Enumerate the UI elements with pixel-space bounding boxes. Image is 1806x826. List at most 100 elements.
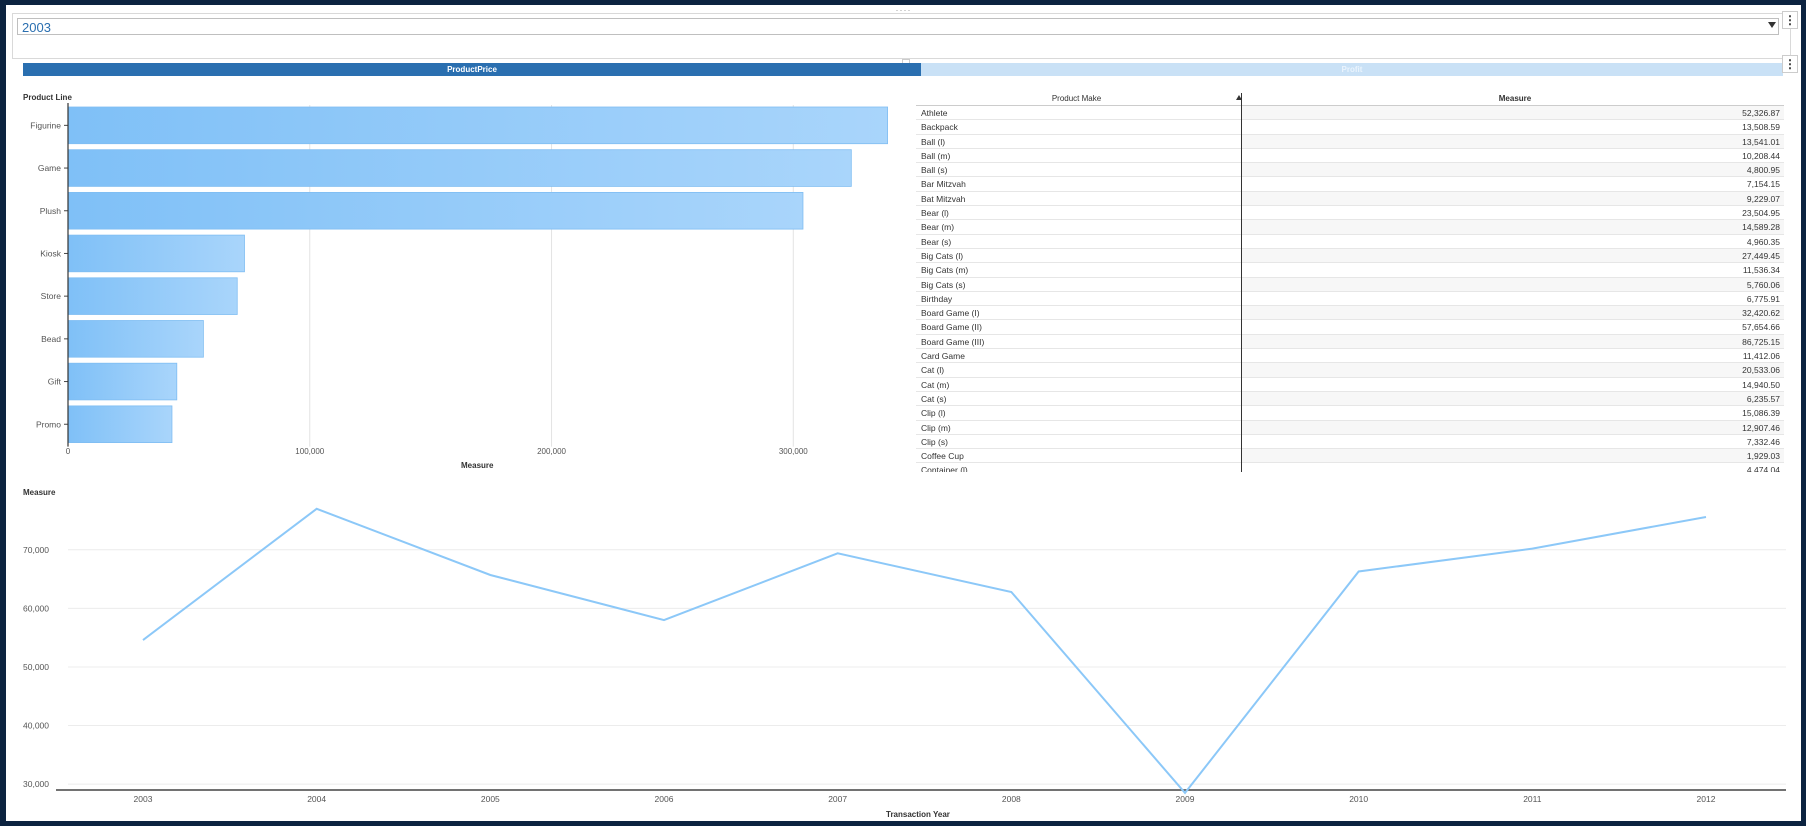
table-row[interactable]: Clip (m) 12,907.46 <box>916 420 1784 435</box>
table-row[interactable]: Big Cats (m) 11,536.34 <box>916 263 1784 278</box>
bar-bead[interactable] <box>67 320 204 358</box>
cell-product-make: Container (l) <box>921 465 968 472</box>
drag-grip-icon[interactable]: ···· <box>895 5 912 15</box>
column-header-measure[interactable]: Measure <box>1498 94 1532 103</box>
line-chart-ylabel: Measure <box>23 488 56 497</box>
sort-ascending-icon[interactable] <box>1236 95 1242 100</box>
cell-product-make: Board Game (III) <box>921 336 985 347</box>
filter-menu-icon[interactable]: ⋮ <box>1782 11 1798 29</box>
cell-measure: 4,800.95 <box>1746 165 1780 176</box>
line-point-2011[interactable] <box>1529 546 1535 552</box>
line-point-2006[interactable] <box>661 617 667 623</box>
line-point-2008[interactable] <box>1008 589 1014 595</box>
bar-plush[interactable] <box>67 191 804 230</box>
line-point-2007[interactable] <box>835 550 841 556</box>
cell-measure: 13,508.59 <box>1742 122 1780 133</box>
row-stripe <box>1242 220 1784 234</box>
cell-measure: 11,536.34 <box>1742 265 1780 276</box>
line-series[interactable] <box>142 507 1707 795</box>
line-x-tick-label: 2007 <box>828 794 847 804</box>
cell-product-make: Clip (l) <box>921 408 946 419</box>
row-stripe <box>1242 106 1784 120</box>
row-stripe <box>1242 277 1784 291</box>
column-header-product-make[interactable]: Product Make <box>1051 94 1102 103</box>
table-row[interactable]: Bear (s) 4,960.35 <box>916 235 1784 249</box>
cell-product-make: Cat (m) <box>921 379 950 390</box>
dashboard-frame: ···· 2003 ⋮ ProductPrice Profit ⋮ Produc… <box>6 5 1801 821</box>
table-row[interactable]: Ball (s) 4,800.95 <box>916 163 1784 178</box>
table-row[interactable]: Ball (m) 10,208.44 <box>916 149 1784 164</box>
cell-measure: 13,541.01 <box>1742 136 1780 147</box>
report-menu-icon[interactable]: ⋮ <box>1782 55 1798 73</box>
bar-chart-ylabel: Product Line <box>23 93 72 102</box>
line-point-2004[interactable] <box>314 506 320 512</box>
cell-measure: 7,332.46 <box>1746 436 1780 447</box>
table-body: Athlete 52,326.87 Backpack 13,508.59 Ball (l… <box>916 106 1784 472</box>
bar-category-label: Bead <box>41 334 61 344</box>
line-x-tick-label: 2010 <box>1349 794 1368 804</box>
table-row[interactable]: Bear (m) 14,589.28 <box>916 220 1784 235</box>
table-row[interactable]: Cat (m) 14,940.50 <box>916 378 1784 392</box>
table-row[interactable]: Big Cats (s) 5,760.06 <box>916 277 1784 292</box>
cell-product-make: Big Cats (l) <box>921 250 964 261</box>
line-point-2012[interactable] <box>1703 514 1709 520</box>
line-point-2010[interactable] <box>1356 568 1362 574</box>
bar-figurine[interactable] <box>67 106 888 145</box>
table-row[interactable]: Athlete 52,326.87 <box>916 106 1784 121</box>
line-point-2003[interactable] <box>140 637 146 643</box>
bar-gift[interactable] <box>67 362 178 401</box>
resize-handle-icon[interactable] <box>901 59 910 64</box>
row-stripe <box>1242 134 1784 148</box>
bar-x-tick-label: 100,000 <box>295 447 324 456</box>
table-row[interactable]: Board Game (I) 32,420.62 <box>916 306 1784 321</box>
tab-profit[interactable]: Profit <box>921 63 1783 76</box>
tab-bar: ProductPrice Profit <box>23 63 1783 76</box>
line-x-tick-label: 2006 <box>655 794 674 804</box>
cell-product-make: Big Cats (s) <box>921 279 966 290</box>
cell-measure: 11,412.06 <box>1742 351 1780 362</box>
bar-x-tick-label: 300,000 <box>779 447 808 456</box>
table-row[interactable]: Bear (l) 23,504.95 <box>916 206 1784 221</box>
table-row[interactable]: Board Game (III) 86,725.15 <box>916 334 1784 350</box>
cell-measure: 57,654.66 <box>1742 322 1780 333</box>
cell-product-make: Clip (s) <box>921 436 948 447</box>
table-row[interactable]: Cat (l) 20,533.06 <box>916 363 1784 378</box>
table-row[interactable]: Birthday 6,775.91 <box>916 292 1784 307</box>
bar-category-label: Plush <box>40 206 62 216</box>
table-row[interactable]: Clip (s) 7,332.46 <box>916 435 1784 450</box>
bar-store[interactable] <box>67 277 238 315</box>
row-stripe <box>1242 191 1784 206</box>
table-row[interactable]: Big Cats (l) 27,449.45 <box>916 248 1784 264</box>
cell-measure: 23,504.95 <box>1742 208 1780 219</box>
line-y-tick-label: 70,000 <box>23 545 49 555</box>
cell-product-make: Bat Mitzvah <box>921 193 966 204</box>
line-x-tick-label: 2008 <box>1002 794 1021 804</box>
bar-kiosk[interactable] <box>67 234 245 273</box>
table-row[interactable]: Bar Mitzvah 7,154.15 <box>916 177 1784 192</box>
cell-measure: 20,533.06 <box>1742 365 1780 376</box>
cell-product-make: Ball (m) <box>921 150 951 161</box>
line-y-tick-label: 50,000 <box>23 662 49 672</box>
table-row[interactable]: Backpack 13,508.59 <box>916 120 1784 135</box>
chevron-down-icon <box>1768 22 1776 28</box>
table-row[interactable]: Coffee Cup 1,929.03 <box>916 449 1784 464</box>
tab-productprice[interactable]: ProductPrice <box>23 63 921 76</box>
line-x-tick-label: 2012 <box>1697 794 1716 804</box>
table-row[interactable]: Clip (l) 15,086.39 <box>916 406 1784 421</box>
table-row[interactable]: Card Game 11,412.06 <box>916 349 1784 364</box>
line-point-2009[interactable] <box>1182 790 1188 796</box>
table-row[interactable]: Cat (s) 6,235.57 <box>916 391 1784 407</box>
table-row[interactable]: Bat Mitzvah 9,229.07 <box>916 191 1784 207</box>
table-row[interactable]: Container (l) 4,474.04 <box>916 463 1784 472</box>
line-point-2005[interactable] <box>487 572 493 578</box>
cell-product-make: Bear (m) <box>921 222 955 233</box>
column-divider[interactable] <box>1241 93 1242 472</box>
year-dropdown[interactable]: 2003 <box>17 18 1779 35</box>
bar-x-tick-label: 200,000 <box>537 447 566 456</box>
product-make-table: Product Make Measure Athlete 52,326.87 Bac… <box>916 93 1784 472</box>
table-row[interactable]: Board Game (II) 57,654.66 <box>916 320 1784 335</box>
bar-promo[interactable] <box>67 405 173 443</box>
line-chart-xlabel: Transaction Year <box>886 810 950 819</box>
cell-measure: 12,907.46 <box>1742 422 1780 433</box>
table-row[interactable]: Ball (l) 13,541.01 <box>916 134 1784 149</box>
